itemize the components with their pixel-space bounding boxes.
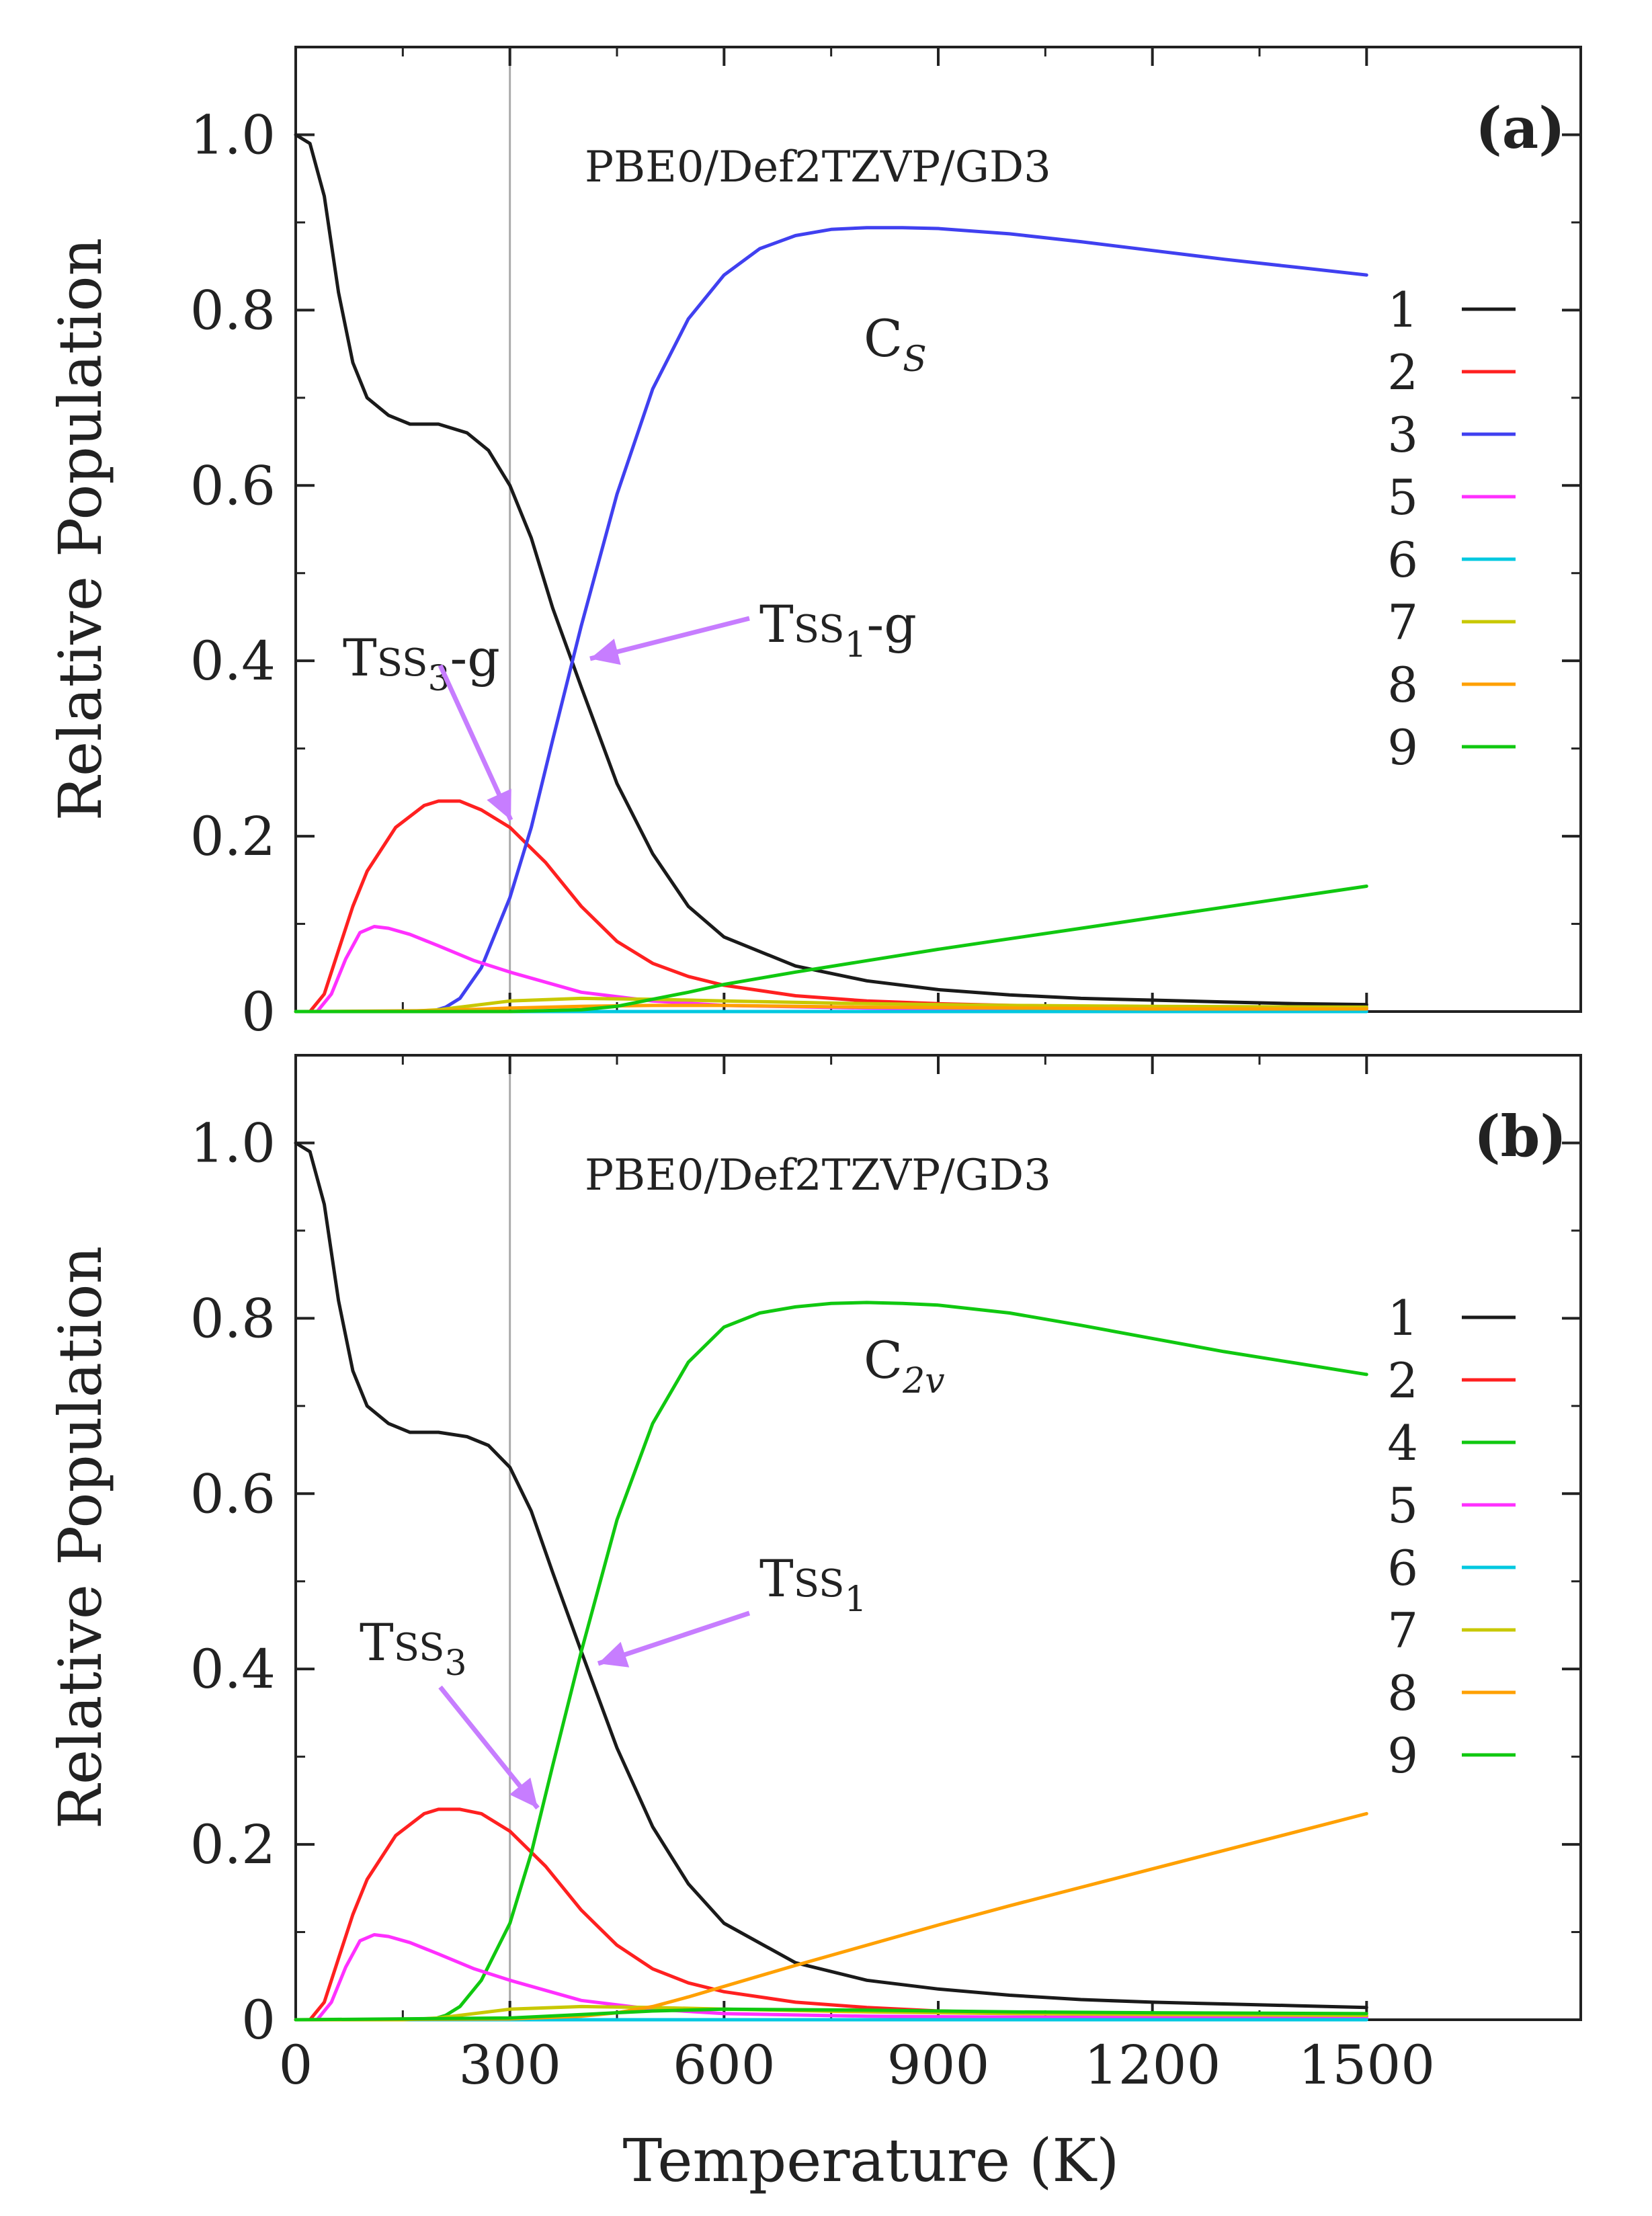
annotation-suffix: -g (450, 628, 500, 688)
annotation-main: T (759, 1549, 794, 1608)
annotation-small: SS (794, 608, 845, 651)
legend-label: 1 (1387, 1290, 1418, 1346)
y-tick-label: 0.4 (190, 1638, 276, 1700)
annotation-sub: S (903, 339, 927, 380)
x-tick-label: 1200 (1084, 2034, 1221, 2096)
annotation-main: T (759, 594, 794, 654)
legend-label: 8 (1387, 657, 1418, 713)
annotation-main: C (864, 309, 903, 368)
x-axis-label: Temperature (K) (623, 2126, 1120, 2195)
legend-label: 2 (1387, 344, 1418, 401)
series-line-9 (294, 885, 1368, 1014)
x-tick-label: 300 (458, 2034, 561, 2096)
series-line-3 (429, 226, 1368, 1014)
x-tick-label: 900 (887, 2034, 990, 2096)
annotation-small: SS (377, 641, 428, 685)
y-tick-label: 0.8 (190, 1287, 276, 1350)
annotation-main: C (864, 1330, 903, 1390)
method-label: PBE0/Def2TZVP/GD3 (585, 1151, 1051, 1200)
panel-b: 0 0.2 0.4 0.6 0.8 1.0 0 300 600 900 1200 1500 Relati… (46, 1054, 1582, 2195)
annotation-sub: 1 (844, 1579, 866, 1620)
annotation-main: T (360, 1612, 394, 1672)
y-tick-label: 0 (241, 981, 276, 1043)
legend-label: 6 (1387, 1540, 1418, 1596)
series-line-1 (294, 1141, 1368, 2010)
annotation-sub: 2v (902, 1361, 944, 1401)
annotation-label: TSS3-g (343, 628, 500, 699)
annotation-arrowhead (598, 1641, 630, 1668)
x-tick-label: 1500 (1298, 2034, 1436, 2096)
legend-label: 7 (1387, 1602, 1418, 1659)
panel-label: (b) (1474, 1103, 1567, 1169)
legend-label: 5 (1387, 1477, 1418, 1534)
y-tick-label: 0.2 (190, 805, 276, 868)
y-tick-label: 0.4 (190, 630, 276, 692)
annotation-label: C2v (864, 1330, 945, 1401)
panel-a: 0 0.2 0.4 0.6 0.8 1.0 Relative Population PBE0/… (46, 46, 1582, 1043)
annotation-label: CS (864, 309, 927, 380)
annotation-sub: 1 (844, 625, 866, 665)
y-tick-label: 0.6 (190, 1463, 276, 1525)
annotation-arrowhead (487, 788, 511, 820)
legend-label: 1 (1387, 282, 1418, 338)
annotation-label: TSS3 (360, 1612, 467, 1684)
legend-label: 9 (1387, 1727, 1418, 1784)
legend-label: 8 (1387, 1665, 1418, 1721)
legend-label: 4 (1387, 1415, 1418, 1471)
series-line-1 (294, 133, 1368, 1007)
y-axis-label: Relative Population (46, 1246, 115, 1830)
legend-label: 9 (1387, 719, 1418, 776)
annotation-label: TSS1 (759, 1549, 867, 1620)
annotation-arrowhead (590, 639, 621, 665)
annotation-small: SS (394, 1626, 445, 1670)
legend-label: 6 (1387, 532, 1418, 588)
annotation-label: TSS1-g (759, 594, 917, 665)
legend-label: 7 (1387, 594, 1418, 651)
x-tick-label: 0 (279, 2034, 313, 2096)
series-line-5 (294, 1933, 1368, 2022)
annotation-sub: 3 (444, 1643, 466, 1684)
panel-label: (a) (1475, 95, 1565, 161)
legend-label: 5 (1387, 469, 1418, 526)
y-tick-label: 1.0 (190, 104, 276, 166)
y-axis-label: Relative Population (46, 238, 115, 821)
series-line-9 (294, 2007, 1368, 2022)
series-line-8 (294, 1003, 1368, 1014)
annotation-suffix: -g (867, 594, 917, 654)
y-tick-label: 0.8 (190, 279, 276, 341)
legend-label: 3 (1387, 407, 1418, 463)
y-tick-label: 0.2 (190, 1813, 276, 1876)
y-tick-label: 0.6 (190, 454, 276, 517)
annotation-arrowhead (509, 1777, 538, 1808)
method-label: PBE0/Def2TZVP/GD3 (585, 142, 1051, 192)
annotation-small: SS (794, 1562, 845, 1606)
legend-label: 2 (1387, 1352, 1418, 1409)
series-line-2 (294, 799, 1368, 1014)
annotation-main: T (343, 628, 377, 688)
x-tick-label: 600 (673, 2034, 776, 2096)
series-line-2 (294, 1807, 1368, 2022)
y-tick-label: 0 (241, 1989, 276, 2051)
series-line-4 (429, 1301, 1368, 2022)
y-tick-label: 1.0 (190, 1112, 276, 1174)
annotation-arrow (438, 664, 513, 821)
